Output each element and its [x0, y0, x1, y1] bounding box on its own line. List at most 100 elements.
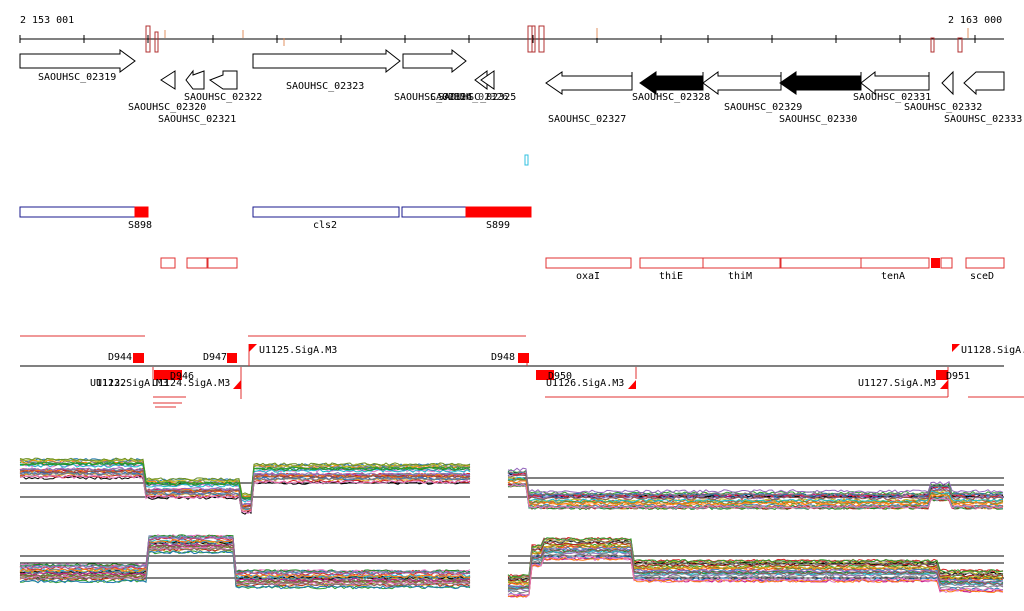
gene-label: SAOUHSC_02331: [853, 92, 931, 103]
gene-label: SAOUHSC_02325: [438, 92, 516, 103]
operon-box[interactable]: [19, 206, 136, 218]
gene-label: SAOUHSC_02320: [128, 102, 206, 113]
expression-profile-line: [507, 474, 1004, 501]
expression-profile-line: [19, 550, 471, 590]
gene-arrow[interactable]: [402, 48, 467, 74]
feature-label: U1127.SigA.M3: [858, 378, 936, 389]
expression-profile-line: [19, 475, 471, 515]
expression-profile-line: [508, 476, 1004, 503]
expression-profile-line: [19, 463, 471, 503]
gene-name-box[interactable]: [940, 257, 953, 269]
gene-name-label: sceD: [970, 271, 994, 282]
gene-name-box[interactable]: [965, 257, 1005, 269]
feature-label: U1123.SigA.M3: [90, 378, 168, 389]
gene-label: SAOUHSC_02328: [632, 92, 710, 103]
feature-label: U1122: [96, 378, 126, 389]
feature-label: D950: [548, 371, 572, 382]
gene-arrow[interactable]: [185, 69, 205, 90]
expression-profile-line: [19, 474, 471, 513]
gene-arrow[interactable]: [480, 70, 495, 90]
expression-profile-line: [19, 542, 471, 582]
gene-label: SAOUHSC_02326: [430, 92, 508, 103]
gene-arrow[interactable]: [702, 71, 782, 95]
gene-arrow[interactable]: [963, 71, 1005, 96]
expression-profile-line: [508, 547, 1003, 588]
gene-label: SAOUHSC_02321: [158, 114, 236, 125]
gene-name-box[interactable]: [702, 257, 781, 269]
gene-label: SAOUHSC_02322: [184, 92, 262, 103]
operon-box[interactable]: [252, 206, 400, 218]
feature-label: U1128.SigA.: [961, 345, 1024, 356]
gene-arrow-filled[interactable]: [639, 71, 704, 95]
gene-name-box[interactable]: [160, 257, 176, 269]
gene-label: SAOUHSC_02332: [904, 102, 982, 113]
feature-label: U1126.SigA.M3: [546, 378, 624, 389]
expression-profile-line: [19, 469, 471, 508]
operon-box[interactable]: [401, 206, 467, 218]
gene-label: SAOUHSC_02327: [548, 114, 626, 125]
expression-profile-line: [507, 555, 1004, 596]
gene-label: SAOUHSC_02319: [38, 72, 116, 83]
gene-label: SAOUHSC_02333: [944, 114, 1022, 125]
expression-profile-line: [19, 534, 471, 574]
expression-profile-line: [19, 457, 471, 496]
expression-profile-line: [19, 546, 471, 586]
expression-profile-line: [507, 542, 1004, 582]
expression-profile-line: [19, 459, 471, 499]
operon-box-red[interactable]: [465, 206, 532, 218]
operon-label: S898: [128, 220, 152, 231]
coordinate-ruler: 2 153 001 2 163 000: [19, 15, 1004, 53]
expression-profile-line: [507, 541, 1004, 583]
feature-label: D946: [170, 371, 194, 382]
expression-profile-line: [507, 556, 1004, 598]
feature-label: D951: [946, 371, 970, 382]
gene-name-box[interactable]: [780, 257, 862, 269]
gene-arrow[interactable]: [941, 70, 954, 96]
gene-arrow[interactable]: [208, 70, 238, 90]
gene-name-box[interactable]: [545, 257, 632, 269]
feature-label: D944: [108, 352, 132, 363]
gene-label: SAOUHSC_02324: [394, 92, 472, 103]
expression-profile-line: [507, 543, 1004, 585]
gene-name-box-red[interactable]: [931, 258, 940, 268]
expression-profile-line: [19, 535, 471, 576]
expression-profile-line: [507, 538, 1004, 580]
feature-label: D948: [491, 352, 515, 363]
operon-track: S898 cls2 S899: [19, 206, 532, 231]
expression-profile-line: [19, 461, 471, 500]
gene-arrow[interactable]: [860, 70, 930, 96]
ruler-end-label: 2 163 000: [948, 15, 1002, 26]
gene-track: SAOUHSC_02319 SAOUHSC_02320 SAOUHSC_0232…: [19, 48, 1022, 125]
feature-label: U1125.SigA.M3: [259, 345, 337, 356]
gene-name-box[interactable]: [186, 257, 208, 269]
gene-arrow[interactable]: [19, 49, 136, 73]
expression-profile-line: [507, 550, 1004, 591]
gene-label: SAOUHSC_02330: [779, 114, 857, 125]
expression-panels: [19, 457, 1004, 599]
feature-label: U1124.SigA.M3: [152, 378, 230, 389]
gene-name-label: thiE: [659, 271, 683, 282]
expression-panel-bottom-left: [19, 534, 471, 590]
operon-box-red[interactable]: [134, 206, 149, 218]
expression-profile-line: [19, 471, 471, 510]
expression-profile-line: [19, 535, 471, 575]
operon-label: S899: [486, 220, 510, 231]
gene-name-box[interactable]: [639, 257, 704, 269]
gene-name-track: oxaI thiE thiM tenA sceD: [160, 257, 1005, 282]
expression-profile-line: [507, 539, 1004, 581]
gene-arrow[interactable]: [252, 48, 401, 74]
gene-name-box[interactable]: [207, 257, 238, 269]
gene-arrow[interactable]: [160, 70, 176, 90]
feature-track: D944 D947 U1125.SigA.M3 D948 U1128.SigA.…: [20, 335, 1024, 408]
gene-name-label: thiM: [728, 271, 752, 282]
gene-arrow-filled[interactable]: [779, 71, 862, 95]
gene-name-box[interactable]: [860, 257, 930, 269]
expression-profile-line: [507, 480, 1004, 506]
gene-name-label: tenA: [881, 271, 905, 282]
feature-label: D947: [203, 352, 227, 363]
expression-panel-top-right: [507, 467, 1004, 511]
gene-arrow[interactable]: [545, 71, 633, 95]
expression-profile-line: [507, 537, 1004, 578]
gene-label: SAOUHSC_02329: [724, 102, 802, 113]
